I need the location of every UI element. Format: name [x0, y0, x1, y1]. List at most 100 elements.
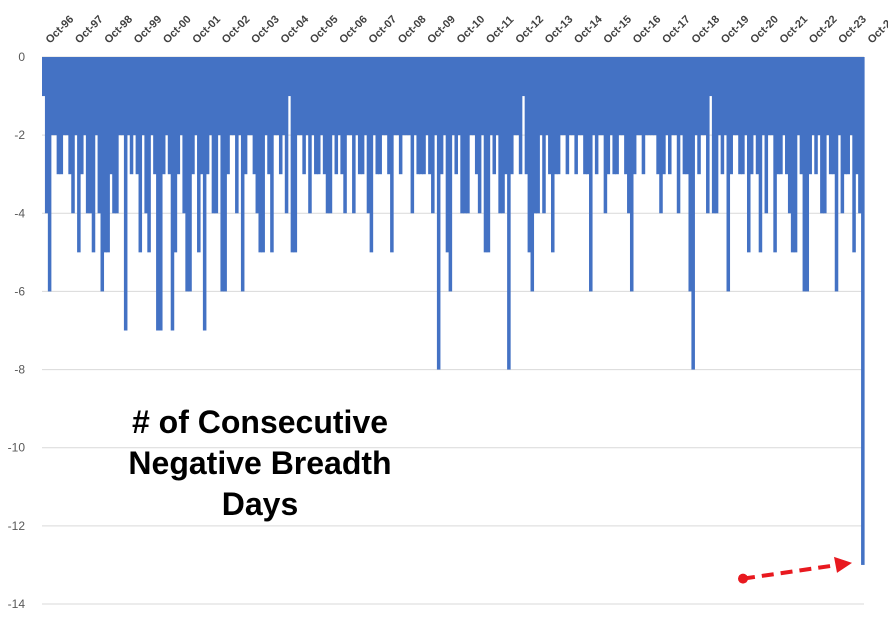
bar: [369, 57, 374, 253]
x-tick-label: Oct-07: [367, 13, 400, 46]
bar: [311, 57, 315, 136]
bar: [483, 57, 488, 253]
bar: [477, 57, 482, 214]
bar: [316, 57, 321, 175]
bar: [103, 57, 107, 253]
bar: [91, 57, 96, 253]
bar: [469, 57, 473, 136]
y-tick-label: -14: [8, 597, 26, 611]
bar: [463, 57, 467, 214]
bar: [729, 57, 733, 175]
bar: [112, 57, 116, 214]
bar: [278, 57, 283, 175]
bar: [752, 57, 757, 136]
bar: [156, 57, 160, 331]
bar: [650, 57, 654, 136]
bar: [802, 57, 807, 292]
x-tick-label: Oct-05: [308, 13, 341, 46]
bar: [773, 57, 777, 253]
bar: [723, 57, 728, 136]
bar: [825, 57, 830, 136]
bar: [542, 57, 546, 214]
bar: [293, 57, 298, 253]
bar: [562, 57, 567, 136]
bar: [431, 57, 435, 214]
bar: [202, 57, 207, 331]
bar: [732, 57, 736, 136]
bar: [182, 57, 186, 214]
bar: [132, 57, 137, 136]
bar: [138, 57, 143, 253]
bar: [551, 57, 555, 253]
bar: [343, 57, 347, 214]
bar: [635, 57, 640, 136]
bar: [682, 57, 687, 175]
bar: [223, 57, 227, 292]
bar: [44, 57, 49, 214]
bar: [574, 57, 578, 175]
bar: [267, 57, 271, 175]
bar: [191, 57, 195, 175]
bar: [787, 57, 792, 214]
bar: [328, 57, 333, 214]
bar: [211, 57, 216, 214]
y-tick-label: -10: [8, 441, 26, 455]
bar: [597, 57, 602, 136]
x-tick-label: Oct-17: [660, 13, 693, 46]
bar: [135, 57, 140, 175]
bar: [387, 57, 391, 175]
bar: [164, 57, 169, 136]
bar: [226, 57, 230, 175]
bar: [346, 57, 350, 136]
bar: [454, 57, 458, 175]
bar: [659, 57, 663, 214]
bar: [533, 57, 537, 214]
bar: [65, 57, 69, 136]
bar: [126, 57, 131, 136]
bar: [656, 57, 660, 175]
bar: [410, 57, 415, 214]
x-tick-label: Oct-18: [690, 13, 723, 46]
x-tick-label: Oct-16: [631, 13, 664, 46]
bar: [436, 57, 441, 370]
bar: [568, 57, 573, 136]
bar: [232, 57, 236, 136]
bar: [609, 57, 614, 136]
bar: [407, 57, 412, 136]
bar: [220, 57, 224, 292]
bar: [442, 57, 447, 136]
y-tick-label: -8: [14, 363, 25, 377]
bar: [480, 57, 485, 136]
bar: [357, 57, 362, 175]
bar: [270, 57, 274, 253]
bar: [694, 57, 698, 136]
bar: [539, 57, 543, 136]
bar: [413, 57, 418, 136]
bar: [106, 57, 110, 253]
bar: [571, 57, 575, 136]
bar: [305, 57, 309, 136]
chart-title-line-3: Days: [221, 486, 299, 522]
bar: [583, 57, 587, 175]
bar: [290, 57, 295, 253]
bar: [629, 57, 634, 292]
bar: [205, 57, 210, 175]
bar: [811, 57, 815, 136]
bar: [53, 57, 58, 136]
bar: [302, 57, 306, 175]
bar: [852, 57, 856, 253]
bar: [662, 57, 666, 175]
bar: [299, 57, 303, 136]
bar: [673, 57, 678, 136]
bar: [273, 57, 277, 136]
bar: [647, 57, 652, 136]
bar: [641, 57, 646, 175]
bar: [472, 57, 476, 136]
bar: [796, 57, 801, 136]
bar: [580, 57, 584, 136]
bar: [858, 57, 862, 214]
x-tick-label: Oct-13: [543, 13, 576, 46]
bar: [261, 57, 265, 253]
bar: [668, 57, 672, 175]
x-tick-label: Oct-04: [279, 13, 312, 46]
